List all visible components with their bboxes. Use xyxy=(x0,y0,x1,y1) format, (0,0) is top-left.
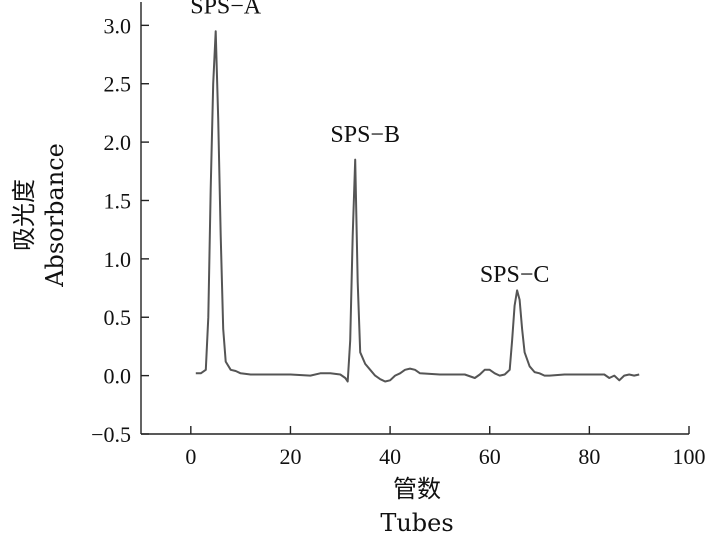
ticks: 0 20 40 60 80 100 −0.5 0.0 0.5 1.0 1.5 2.0 2.5 3.0 xyxy=(91,13,705,469)
y-axis-label-en: Absorbance xyxy=(41,143,69,288)
x-tick-label: 0 xyxy=(185,444,196,469)
x-tick-label: 20 xyxy=(279,444,301,469)
y-axis-title: 吸光度 Absorbance xyxy=(10,143,69,288)
y-tick-label: 2.0 xyxy=(104,130,132,155)
y-axis-label-zh: 吸光度 xyxy=(10,179,38,251)
x-tick-label: 80 xyxy=(578,444,600,469)
y-tick-label: −0.5 xyxy=(91,422,131,447)
peak-label: SPS−A xyxy=(190,0,262,20)
peak-label: SPS−B xyxy=(330,122,400,148)
x-axis-label-en: Tubes xyxy=(380,509,453,534)
y-tick-label: 0.0 xyxy=(104,364,132,389)
y-tick-label: 1.0 xyxy=(104,247,132,272)
x-tick-label: 40 xyxy=(379,444,401,469)
y-tick-label: 2.5 xyxy=(104,72,132,97)
annotations: SPS−A SPS−B SPS−C xyxy=(190,0,549,288)
y-tick-label: 3.0 xyxy=(104,13,132,38)
axes xyxy=(140,2,689,435)
x-axis-title: 管数 Tubes xyxy=(380,475,453,534)
peak-label: SPS−C xyxy=(480,262,550,288)
y-tick-label: 1.5 xyxy=(104,188,132,213)
x-axis-label-zh: 管数 xyxy=(393,475,441,503)
absorbance-series-line xyxy=(195,30,640,383)
y-tick-label: 0.5 xyxy=(104,305,132,330)
series xyxy=(195,30,640,383)
x-tick-label: 100 xyxy=(673,444,706,469)
x-tick-label: 60 xyxy=(479,444,501,469)
